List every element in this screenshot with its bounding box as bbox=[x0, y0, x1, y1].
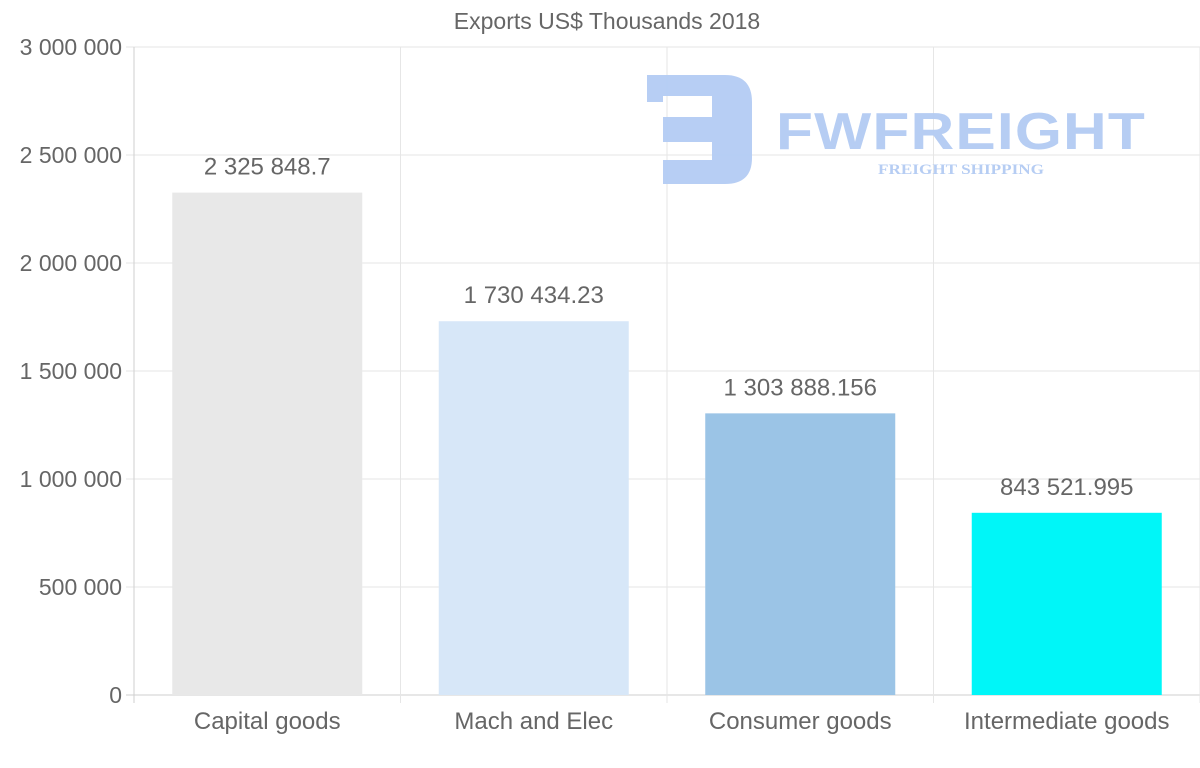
bar bbox=[705, 413, 896, 695]
x-tick-label: Mach and Elec bbox=[454, 708, 613, 735]
x-tick-label: Intermediate goods bbox=[964, 708, 1169, 735]
bar bbox=[172, 192, 363, 695]
y-tick-label: 3 000 000 bbox=[20, 34, 122, 60]
data-label: 2 325 848.7 bbox=[204, 154, 331, 181]
svg-text:FREIGHT SHIPPING: FREIGHT SHIPPING bbox=[878, 162, 1044, 178]
y-tick-label: 2 500 000 bbox=[20, 142, 122, 168]
y-tick-label: 1 500 000 bbox=[20, 358, 122, 384]
x-tick-label: Capital goods bbox=[194, 708, 341, 735]
chart-title: Exports US$ Thousands 2018 bbox=[454, 8, 760, 34]
data-label: 1 730 434.23 bbox=[464, 282, 604, 309]
bar bbox=[438, 321, 629, 695]
y-tick-label: 2 000 000 bbox=[20, 250, 122, 276]
svg-text:FWFREIGHT: FWFREIGHT bbox=[776, 103, 1146, 161]
y-tick-label: 500 000 bbox=[39, 574, 122, 600]
data-label: 843 521.995 bbox=[1000, 474, 1133, 501]
x-tick-label: Consumer goods bbox=[709, 708, 892, 735]
data-label: 1 303 888.156 bbox=[724, 374, 877, 401]
fwfreight-logo-watermark: FWFREIGHT FREIGHT SHIPPING bbox=[647, 75, 1146, 184]
grid: 0 500 000 1 000 000 1 500 000 2 000 000 2 500… bbox=[20, 34, 1200, 708]
logo-mark-icon bbox=[647, 75, 752, 184]
y-tick-label: 0 bbox=[109, 682, 122, 708]
y-tick-label: 1 000 000 bbox=[20, 466, 122, 492]
bar bbox=[971, 512, 1162, 695]
